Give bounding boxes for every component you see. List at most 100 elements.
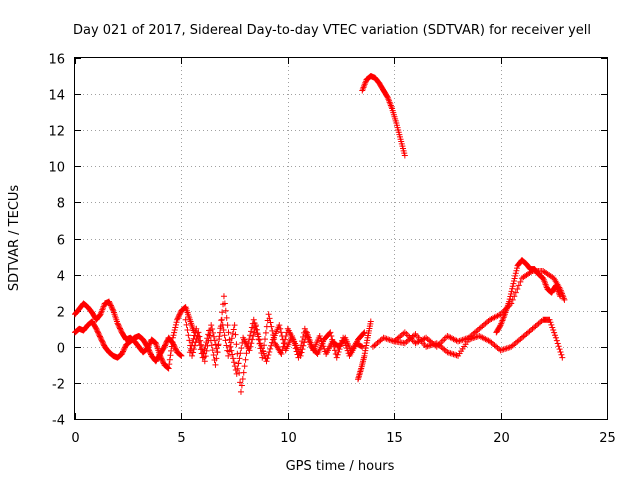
data-point [512, 272, 519, 279]
data-point [115, 322, 122, 329]
data-point [99, 338, 106, 345]
data-point [166, 356, 173, 363]
data-point [452, 351, 458, 358]
x-tick-label: 10 [280, 431, 297, 446]
grid-lines [75, 58, 607, 419]
data-point [165, 365, 172, 372]
data-point [500, 346, 507, 353]
data-point [279, 332, 286, 339]
data-point [238, 382, 245, 389]
data-point [255, 333, 262, 340]
data-point [120, 347, 127, 354]
data-point [507, 293, 514, 300]
data-point [385, 336, 392, 343]
data-point [115, 321, 122, 328]
data-point [269, 327, 276, 334]
data-point [261, 342, 268, 349]
data-point [227, 339, 234, 346]
data-point [327, 329, 334, 336]
data-point [171, 329, 178, 336]
data-point [176, 311, 183, 318]
data-point [279, 336, 286, 343]
data-point [219, 309, 226, 316]
data-point [231, 363, 238, 370]
data-point [547, 319, 554, 326]
data-point [193, 325, 200, 332]
series-rise-21h [493, 257, 564, 336]
data-point [177, 310, 184, 317]
data-point [197, 346, 204, 353]
data-point [341, 337, 348, 344]
data-point [250, 332, 257, 339]
data-point [329, 336, 336, 343]
data-point [515, 282, 522, 289]
data-point [220, 293, 227, 300]
y-tick-label: 2 [57, 306, 65, 321]
data-point [159, 357, 166, 364]
series-arc-high [359, 73, 408, 159]
data-point [218, 316, 225, 323]
data-point [559, 354, 566, 361]
data-point [506, 296, 513, 303]
data-point [223, 342, 230, 349]
data-point [119, 349, 126, 356]
y-tick-label: 12 [48, 125, 65, 140]
data-point [250, 316, 257, 323]
data-point [114, 320, 121, 327]
y-tick-label: 4 [57, 270, 65, 285]
y-tick-label: 8 [57, 197, 65, 212]
y-tick-label: 14 [48, 89, 65, 104]
data-point [216, 336, 223, 343]
data-point [280, 340, 287, 347]
data-point [95, 329, 102, 336]
data-point [254, 330, 261, 337]
data-point [265, 352, 272, 359]
data-point [262, 329, 269, 336]
data-point [200, 350, 207, 357]
data-point [401, 152, 408, 159]
data-point [448, 350, 455, 357]
data-point [337, 343, 344, 350]
x-tick-label: 5 [177, 431, 185, 446]
data-point [171, 344, 178, 351]
data-point [226, 348, 233, 355]
data-point [162, 341, 169, 348]
data-point [144, 343, 151, 350]
data-point [509, 283, 516, 290]
data-point [235, 360, 242, 367]
data-point [93, 325, 100, 332]
data-point [109, 305, 116, 312]
data-point [229, 351, 236, 358]
data-point [456, 337, 463, 344]
data-point [170, 341, 177, 348]
data-point [246, 336, 253, 343]
data-point [171, 327, 178, 334]
data-point [512, 289, 519, 296]
data-point [257, 340, 264, 347]
data-point [194, 329, 201, 336]
data-point [546, 316, 553, 323]
data-point [214, 348, 221, 355]
data-point [94, 328, 101, 335]
data-point [331, 347, 338, 354]
data-point [333, 354, 340, 361]
data-point [107, 301, 114, 308]
data-point [236, 355, 243, 362]
data-point [289, 332, 296, 339]
data-point [231, 322, 238, 329]
data-point [292, 345, 299, 352]
data-point [260, 350, 267, 357]
data-point [199, 354, 206, 361]
data-point [246, 347, 253, 354]
data-point [147, 350, 154, 357]
data-point [508, 288, 515, 295]
data-point [555, 343, 562, 350]
data-point [259, 347, 266, 354]
data-point [510, 280, 517, 287]
data-point [210, 333, 217, 340]
data-point [183, 321, 190, 328]
data-point [265, 311, 272, 318]
y-tick-label: 6 [57, 234, 65, 249]
data-point [424, 343, 431, 350]
data-point [338, 340, 345, 347]
